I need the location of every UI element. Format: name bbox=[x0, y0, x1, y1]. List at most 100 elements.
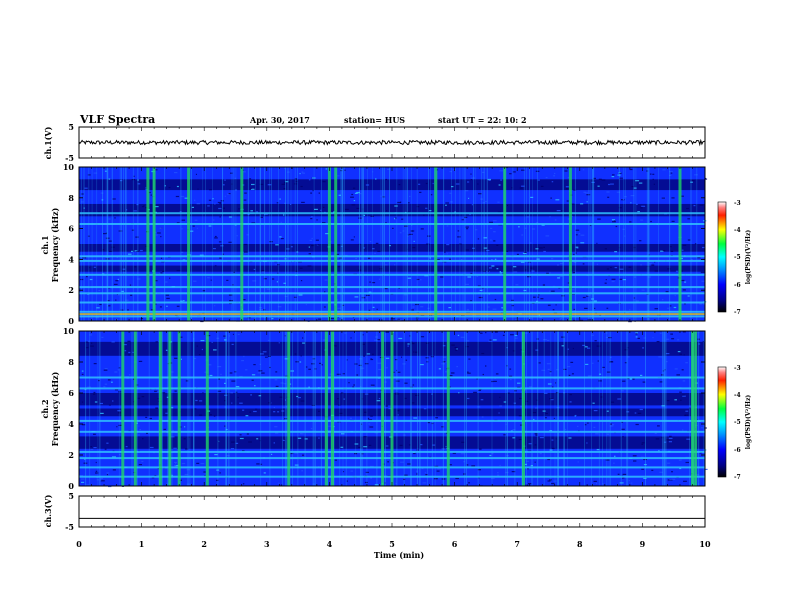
noise-speck bbox=[311, 404, 316, 406]
noise-speck bbox=[222, 253, 224, 255]
noise-speck bbox=[259, 307, 262, 309]
vertical-streak bbox=[466, 331, 467, 486]
noise-speck bbox=[367, 417, 370, 419]
noise-speck bbox=[296, 395, 299, 398]
noise-speck bbox=[81, 373, 84, 375]
noise-speck bbox=[497, 201, 500, 203]
noise-speck bbox=[609, 356, 612, 358]
noise-speck bbox=[556, 210, 561, 212]
noise-speck bbox=[598, 380, 602, 382]
noise-speck bbox=[299, 361, 302, 363]
vertical-streak bbox=[618, 167, 620, 321]
noise-speck bbox=[161, 392, 166, 394]
noise-speck bbox=[699, 204, 704, 206]
noise-speck bbox=[298, 397, 301, 399]
noise-speck bbox=[219, 216, 221, 218]
noise-speck bbox=[480, 399, 484, 401]
noise-speck bbox=[683, 480, 687, 482]
noise-speck bbox=[411, 343, 415, 345]
noise-speck bbox=[528, 443, 532, 445]
noise-speck bbox=[395, 217, 397, 219]
noise-speck bbox=[336, 373, 341, 375]
x-tick-label: 5 bbox=[389, 539, 395, 549]
vertical-streak bbox=[384, 331, 386, 486]
vertical-streak bbox=[382, 167, 384, 321]
horizontal-line-mark bbox=[79, 292, 705, 295]
noise-speck bbox=[679, 467, 682, 470]
noise-speck bbox=[312, 483, 315, 485]
noise-speck bbox=[173, 447, 177, 449]
noise-speck bbox=[220, 245, 224, 247]
noise-speck bbox=[622, 279, 626, 281]
noise-speck bbox=[545, 235, 550, 237]
noise-speck bbox=[108, 305, 111, 307]
noise-speck bbox=[104, 383, 108, 385]
noise-speck bbox=[467, 276, 472, 278]
noise-speck bbox=[460, 258, 463, 261]
noise-speck bbox=[641, 289, 645, 291]
noise-speck bbox=[667, 462, 671, 464]
noise-speck bbox=[584, 307, 588, 309]
noise-speck bbox=[401, 356, 403, 358]
noise-speck bbox=[677, 339, 680, 341]
noise-speck bbox=[686, 207, 689, 210]
noise-speck bbox=[290, 370, 294, 372]
noise-speck bbox=[166, 396, 169, 398]
noise-speck bbox=[267, 184, 272, 186]
noise-speck bbox=[635, 332, 638, 334]
noise-speck bbox=[413, 452, 416, 455]
noise-speck bbox=[611, 219, 616, 221]
noise-speck bbox=[619, 482, 624, 484]
noise-speck bbox=[412, 247, 416, 249]
noise-speck bbox=[685, 410, 689, 412]
vertical-burst-mark bbox=[152, 167, 156, 321]
noise-speck bbox=[104, 448, 107, 450]
noise-speck bbox=[680, 195, 684, 197]
vertical-streak bbox=[233, 167, 235, 321]
noise-speck bbox=[397, 319, 402, 321]
noise-speck bbox=[549, 449, 553, 451]
y-tick-label: 2 bbox=[68, 285, 74, 295]
noise-speck bbox=[296, 251, 299, 253]
noise-speck bbox=[186, 483, 191, 485]
noise-speck bbox=[607, 196, 610, 198]
noise-speck bbox=[183, 300, 185, 302]
noise-speck bbox=[575, 252, 577, 254]
noise-speck bbox=[190, 230, 194, 232]
noise-speck bbox=[499, 271, 501, 273]
noise-speck bbox=[467, 181, 470, 183]
noise-speck bbox=[655, 438, 660, 440]
horizontal-line-mark bbox=[79, 212, 705, 215]
noise-speck bbox=[442, 361, 447, 363]
noise-speck bbox=[171, 473, 173, 475]
noise-speck bbox=[535, 407, 538, 409]
noise-speck bbox=[131, 250, 133, 252]
vertical-streak bbox=[526, 167, 527, 321]
noise-speck bbox=[492, 308, 497, 310]
noise-speck bbox=[249, 411, 252, 413]
noise-speck bbox=[234, 177, 237, 179]
noise-speck bbox=[149, 417, 152, 420]
noise-speck bbox=[411, 224, 413, 226]
noise-speck bbox=[533, 418, 535, 421]
noise-speck bbox=[702, 246, 705, 249]
noise-speck bbox=[425, 207, 428, 209]
noise-speck bbox=[489, 221, 493, 223]
noise-speck bbox=[80, 193, 84, 195]
noise-speck bbox=[95, 461, 97, 464]
noise-speck bbox=[506, 455, 509, 457]
noise-speck bbox=[694, 243, 697, 245]
noise-speck bbox=[550, 290, 555, 292]
vertical-streak bbox=[88, 167, 90, 321]
noise-speck bbox=[305, 366, 308, 368]
noise-speck bbox=[468, 482, 470, 484]
noise-speck bbox=[618, 247, 621, 249]
vertical-streak bbox=[119, 167, 121, 321]
y-tick-label: 6 bbox=[68, 224, 74, 234]
noise-speck bbox=[429, 257, 431, 259]
noise-speck bbox=[340, 170, 343, 172]
noise-speck bbox=[423, 408, 427, 410]
noise-speck bbox=[385, 357, 390, 359]
vertical-streak bbox=[231, 167, 233, 321]
noise-speck bbox=[609, 425, 614, 427]
